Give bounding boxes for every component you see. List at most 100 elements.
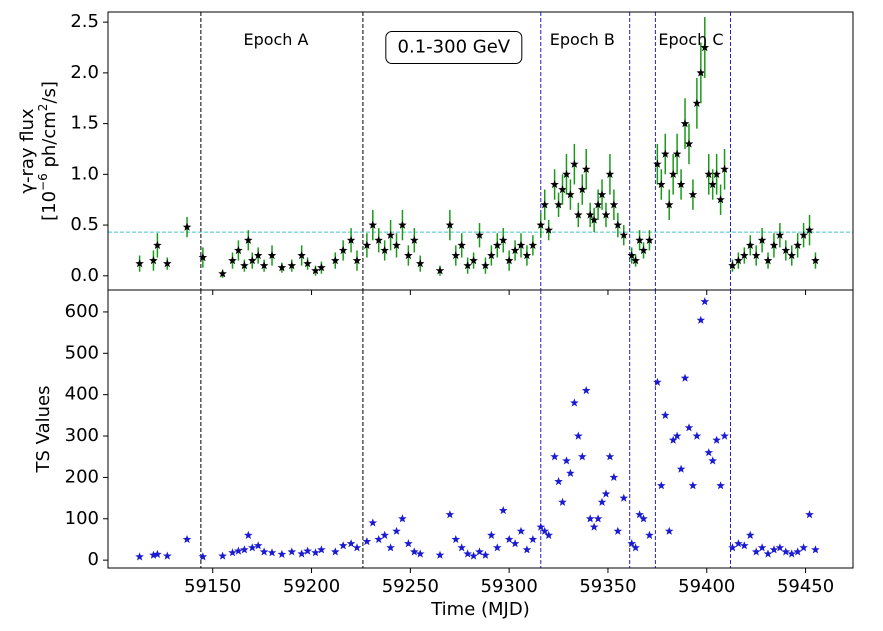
star-marker <box>627 539 636 548</box>
star-marker <box>493 240 502 249</box>
x-tick-label: 59250 <box>382 576 439 597</box>
star-marker <box>445 220 455 229</box>
star-marker <box>135 552 144 561</box>
star-marker <box>228 548 237 557</box>
star-marker <box>639 514 648 523</box>
star-marker <box>277 549 287 558</box>
star-marker <box>498 506 508 515</box>
x-tick-label: 59350 <box>579 576 636 597</box>
star-marker <box>248 256 257 265</box>
star-marker <box>415 549 425 558</box>
y-tick-label: 0 <box>88 549 99 570</box>
x-tick-label: 59300 <box>481 576 538 597</box>
star-marker <box>463 549 472 558</box>
star-marker <box>228 256 237 265</box>
unit-part: [10 <box>39 191 60 221</box>
star-marker <box>672 149 682 158</box>
star-marker <box>528 535 538 544</box>
star-marker <box>578 452 587 461</box>
star-marker <box>581 386 591 395</box>
star-marker <box>585 514 595 523</box>
star-marker <box>374 535 383 544</box>
star-marker <box>712 435 721 444</box>
star-marker <box>746 530 755 539</box>
star-marker <box>609 472 619 481</box>
star-marker <box>331 547 340 556</box>
star-marker <box>331 256 340 265</box>
star-marker <box>574 210 583 219</box>
star-marker <box>661 149 670 158</box>
star-marker <box>516 526 526 535</box>
star-marker <box>668 435 678 444</box>
star-marker <box>352 256 362 265</box>
star-marker <box>149 550 158 559</box>
star-marker <box>763 256 773 265</box>
star-marker <box>562 169 571 178</box>
star-marker <box>805 225 814 234</box>
star-marker <box>380 245 389 255</box>
star-marker <box>259 261 269 270</box>
star-marker <box>570 159 579 168</box>
star-marker <box>435 550 445 559</box>
axes-frame <box>107 289 854 569</box>
star-marker <box>510 539 520 548</box>
star-marker <box>435 266 445 275</box>
star-marker <box>799 543 808 552</box>
y-axis-label: γ-ray flux <box>17 108 38 194</box>
star-marker <box>740 541 749 550</box>
star-marker <box>613 220 623 229</box>
star-marker <box>635 235 644 244</box>
star-marker <box>627 251 636 260</box>
star-marker <box>562 456 571 465</box>
star-marker <box>593 514 603 523</box>
star-marker <box>522 251 532 260</box>
star-marker <box>487 251 496 260</box>
star-marker <box>218 269 227 278</box>
star-marker <box>661 410 670 419</box>
star-marker <box>664 526 674 535</box>
star-marker <box>410 547 419 556</box>
star-marker <box>757 235 767 244</box>
unit-part: /s] <box>39 81 60 103</box>
star-marker <box>368 518 378 527</box>
star-marker <box>504 535 514 544</box>
star-marker <box>631 543 640 552</box>
y-tick-label: 1.5 <box>70 113 99 134</box>
star-marker <box>481 550 490 559</box>
star-marker <box>781 547 791 556</box>
y-tick-label: 500 <box>65 342 99 363</box>
y-tick-label: 600 <box>65 301 99 322</box>
star-marker <box>581 164 591 173</box>
star-marker <box>676 464 686 473</box>
star-marker <box>386 543 395 552</box>
star-marker <box>311 548 320 557</box>
star-marker <box>481 261 490 270</box>
star-marker <box>544 225 553 234</box>
star-marker <box>716 481 725 490</box>
star-marker <box>392 526 401 535</box>
star-marker <box>277 263 287 272</box>
star-marker <box>522 545 532 554</box>
star-marker <box>516 240 526 249</box>
star-marker <box>734 256 743 265</box>
star-marker <box>601 210 611 219</box>
star-marker <box>601 489 611 498</box>
star-marker <box>605 452 615 461</box>
star-marker <box>297 251 306 260</box>
star-marker <box>386 230 395 239</box>
star-marker <box>198 552 208 561</box>
star-marker <box>346 539 356 548</box>
star-marker <box>775 543 785 552</box>
star-marker <box>253 541 263 550</box>
star-marker <box>639 245 648 255</box>
star-marker <box>550 180 559 189</box>
star-marker <box>696 68 706 77</box>
y-tick-label: 200 <box>65 466 99 487</box>
star-marker <box>135 259 144 268</box>
epoch-label: Epoch B <box>550 30 615 49</box>
star-marker <box>404 539 413 548</box>
star-marker <box>153 549 162 558</box>
star-marker <box>712 169 721 178</box>
star-marker <box>793 240 802 249</box>
